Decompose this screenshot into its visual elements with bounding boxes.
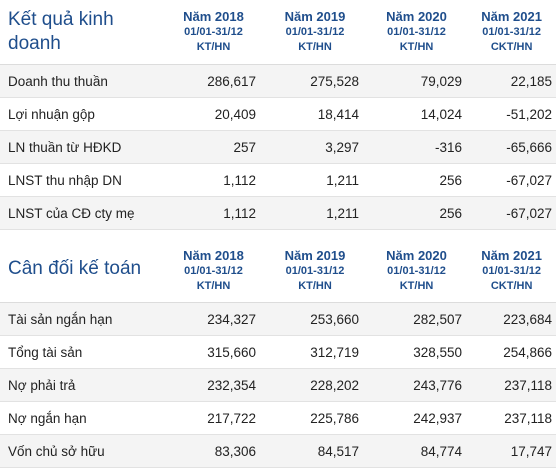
cell-value: 83,306 [214, 443, 256, 459]
row-label[interactable]: Tài sản ngắn hạn [8, 311, 113, 327]
cell-value: 223,684 [503, 311, 552, 327]
table-row: LNST của CĐ cty mẹ 1,112 1,211 256 -67,0… [0, 197, 556, 230]
cell-value: 242,937 [413, 410, 462, 426]
cell-value: 256 [439, 205, 462, 221]
row-label[interactable]: Tổng tài sản [8, 344, 83, 360]
table-row: Doanh thu thuần 286,617 275,528 79,029 2… [0, 65, 556, 98]
cell-value: 1,112 [223, 172, 256, 188]
balance-table-body: Tài sản ngắn hạn 234,327 253,660 282,507… [0, 303, 556, 468]
table-row: Tài sản ngắn hạn 234,327 253,660 282,507… [0, 303, 556, 336]
cell-value: 1,211 [326, 172, 359, 188]
table-row: Nợ ngắn hạn 217,722 225,786 242,937 237,… [0, 402, 556, 435]
balance-col-2018[interactable]: Năm 2018 01/01-31/12 KT/HN [183, 248, 244, 292]
cell-value: 79,029 [420, 73, 462, 89]
table-row: Lợi nhuận gộp 20,409 18,414 14,024 -51,2… [0, 98, 556, 131]
balance-col-2020[interactable]: Năm 2020 01/01-31/12 KT/HN [386, 248, 447, 292]
table-row: Vốn chủ sở hữu 83,306 84,517 84,774 17,7… [0, 435, 556, 468]
balance-section: Cân đối kế toán Năm 2018 01/01-31/12 KT/… [0, 230, 556, 468]
table-row: Nợ phải trả 232,354 228,202 243,776 237,… [0, 369, 556, 402]
cell-value: 312,719 [310, 344, 359, 360]
cell-value: 14,024 [420, 106, 462, 122]
balance-col-2021[interactable]: Năm 2021 01/01-31/12 CKT/HN [481, 248, 542, 292]
cell-value: 225,786 [310, 410, 359, 426]
cell-value: -51,202 [506, 106, 552, 122]
table-row: LNST thu nhập DN 1,112 1,211 256 -67,027 [0, 164, 556, 197]
cell-value: 84,517 [317, 443, 359, 459]
cell-value: 253,660 [310, 311, 359, 327]
cell-value: 17,747 [510, 443, 552, 459]
income-col-2020[interactable]: Năm 2020 01/01-31/12 KT/HN [386, 9, 447, 53]
cell-value: 282,507 [413, 311, 462, 327]
cell-value: 328,550 [413, 344, 462, 360]
income-header: Kết quả kinh doanh Năm 2018 01/01-31/12 … [0, 0, 556, 65]
balance-col-2019[interactable]: Năm 2019 01/01-31/12 KT/HN [284, 248, 346, 292]
table-row: LN thuần từ HĐKD 257 3,297 -316 -65,666 [0, 131, 556, 164]
row-label[interactable]: LNST thu nhập DN [8, 172, 122, 188]
row-label[interactable]: Nợ ngắn hạn [8, 410, 87, 426]
row-label[interactable]: Vốn chủ sở hữu [8, 443, 105, 459]
row-label[interactable]: LNST của CĐ cty mẹ [8, 205, 135, 221]
income-title[interactable]: Kết quả kinh doanh [8, 9, 114, 54]
cell-value: 3,297 [325, 139, 359, 155]
row-label[interactable]: Doanh thu thuần [8, 73, 108, 89]
balance-header: Cân đối kế toán Năm 2018 01/01-31/12 KT/… [0, 230, 556, 303]
income-col-2021[interactable]: Năm 2021 01/01-31/12 CKT/HN [481, 9, 542, 53]
cell-value: 254,866 [503, 344, 552, 360]
cell-value: 256 [439, 172, 462, 188]
cell-value: 237,118 [504, 410, 552, 426]
cell-value: 257 [233, 139, 256, 155]
cell-value: 237,118 [504, 377, 552, 393]
balance-title[interactable]: Cân đối kế toán [8, 258, 142, 279]
cell-value: 315,660 [207, 344, 256, 360]
cell-value: 232,354 [207, 377, 256, 393]
income-col-2018[interactable]: Năm 2018 01/01-31/12 KT/HN [183, 9, 244, 53]
cell-value: 20,409 [214, 106, 256, 122]
cell-value: 275,528 [310, 73, 359, 89]
cell-value: 234,327 [207, 311, 256, 327]
income-section: Kết quả kinh doanh Năm 2018 01/01-31/12 … [0, 0, 556, 230]
cell-value: 228,202 [310, 377, 359, 393]
cell-value: -65,666 [506, 139, 552, 155]
row-label[interactable]: LN thuần từ HĐKD [8, 139, 122, 155]
table-row: Tổng tài sản 315,660 312,719 328,550 254… [0, 336, 556, 369]
cell-value: -316 [434, 139, 462, 155]
income-col-2019[interactable]: Năm 2019 01/01-31/12 KT/HN [284, 9, 346, 53]
cell-value: 18,414 [317, 106, 359, 122]
cell-value: 22,185 [510, 73, 552, 89]
income-table-body: Doanh thu thuần 286,617 275,528 79,029 2… [0, 65, 556, 230]
row-label[interactable]: Lợi nhuận gộp [8, 106, 95, 122]
cell-value: 84,774 [420, 443, 462, 459]
row-label[interactable]: Nợ phải trả [8, 377, 76, 393]
cell-value: -67,027 [506, 172, 552, 188]
cell-value: 243,776 [413, 377, 462, 393]
cell-value: 1,112 [223, 205, 256, 221]
cell-value: -67,027 [506, 205, 552, 221]
cell-value: 1,211 [326, 205, 359, 221]
cell-value: 286,617 [207, 73, 256, 89]
cell-value: 217,722 [207, 410, 256, 426]
